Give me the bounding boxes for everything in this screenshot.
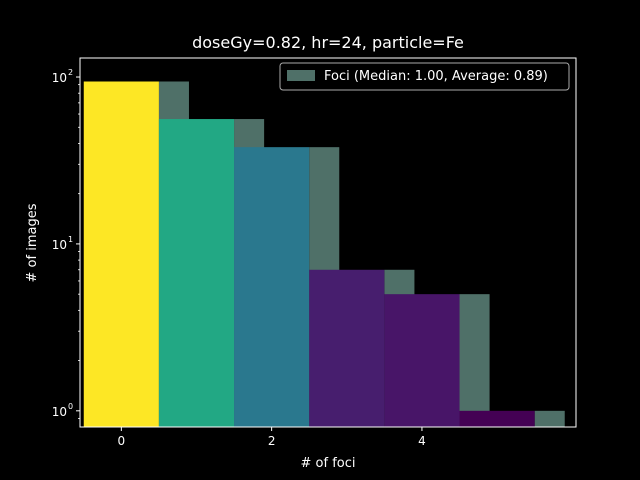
legend-swatch	[287, 70, 315, 81]
colored-bar-5	[459, 410, 535, 427]
x-tick-label: 2	[268, 434, 276, 448]
legend: Foci (Median: 1.00, Average: 0.89)	[279, 62, 570, 91]
colored-bar-3	[309, 269, 385, 427]
legend-label: Foci (Median: 1.00, Average: 0.89)	[324, 69, 548, 84]
y-tick-label: 10	[52, 405, 67, 419]
legend-box	[279, 62, 570, 91]
plot-area-frame	[79, 57, 577, 428]
x-axis-label: # of foci	[301, 456, 356, 471]
colored-bar-1	[158, 119, 235, 427]
chart-title: doseGy=0.82, hr=24, particle=Fe	[192, 33, 464, 52]
shadow-bar-5	[534, 410, 565, 427]
y-tick-label: 10	[52, 71, 67, 85]
x-tick-label: 4	[418, 434, 426, 448]
colored-bars	[83, 81, 535, 428]
colored-bar-4	[384, 294, 460, 427]
y-axis-label: # of images	[25, 203, 40, 282]
y-tick-exponent: 2	[68, 68, 73, 77]
colored-bar-0	[83, 81, 159, 427]
y-tick-label: 10	[52, 238, 67, 252]
x-axis: 0 2 4	[118, 427, 426, 448]
colored-bar-2	[234, 147, 310, 428]
x-tick-label: 0	[118, 434, 126, 448]
y-tick-exponent: 1	[68, 235, 73, 244]
shadow-bar-4	[459, 294, 490, 427]
y-tick-exponent: 0	[68, 402, 73, 411]
